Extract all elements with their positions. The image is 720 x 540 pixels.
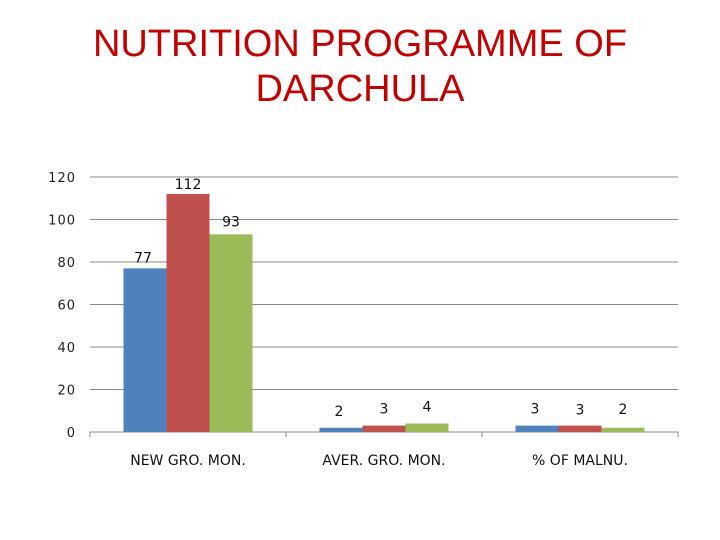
- data-label: 93: [222, 214, 240, 230]
- y-tick-label: 100: [48, 214, 76, 229]
- chart-title: NUTRITION PROGRAMME OF DARCHULA: [0, 22, 720, 112]
- bar: [558, 425, 602, 432]
- data-label: 77: [134, 250, 152, 266]
- bar: [166, 194, 210, 432]
- bar: [123, 268, 167, 432]
- data-label: 3: [531, 402, 540, 418]
- bar: [319, 427, 363, 432]
- bar: [515, 425, 559, 432]
- data-label: 3: [380, 402, 389, 418]
- chart-title-line-1: NUTRITION PROGRAMME OF: [92, 23, 628, 65]
- y-tick-label: 60: [57, 299, 76, 314]
- y-tick-label: 120: [48, 171, 76, 186]
- y-tick-label: 80: [57, 256, 76, 271]
- bar: [362, 425, 406, 432]
- data-label: 2: [335, 404, 344, 420]
- bar: [601, 427, 645, 432]
- bars: [123, 194, 645, 432]
- axes: [89, 431, 679, 437]
- chart-title-line-2: DARCHULA: [255, 68, 465, 110]
- labels: 0 20 40 60 80 100 120 77 112 93 NEW GRO. MON. 2 3 4 AV…: [48, 171, 628, 469]
- data-label: 112: [175, 177, 202, 193]
- x-category-label: % OF MALNU.: [532, 453, 628, 469]
- data-label: 4: [423, 400, 432, 416]
- bar: [209, 234, 253, 432]
- data-label: 3: [576, 403, 585, 419]
- x-category-label: NEW GRO. MON.: [130, 453, 246, 469]
- data-label: 2: [619, 402, 628, 418]
- y-tick-label: 20: [57, 384, 76, 399]
- bar: [405, 423, 449, 432]
- y-tick-label: 40: [57, 341, 76, 356]
- y-tick-label: 0: [67, 426, 76, 441]
- x-category-label: AVER. GRO. MON.: [322, 453, 445, 469]
